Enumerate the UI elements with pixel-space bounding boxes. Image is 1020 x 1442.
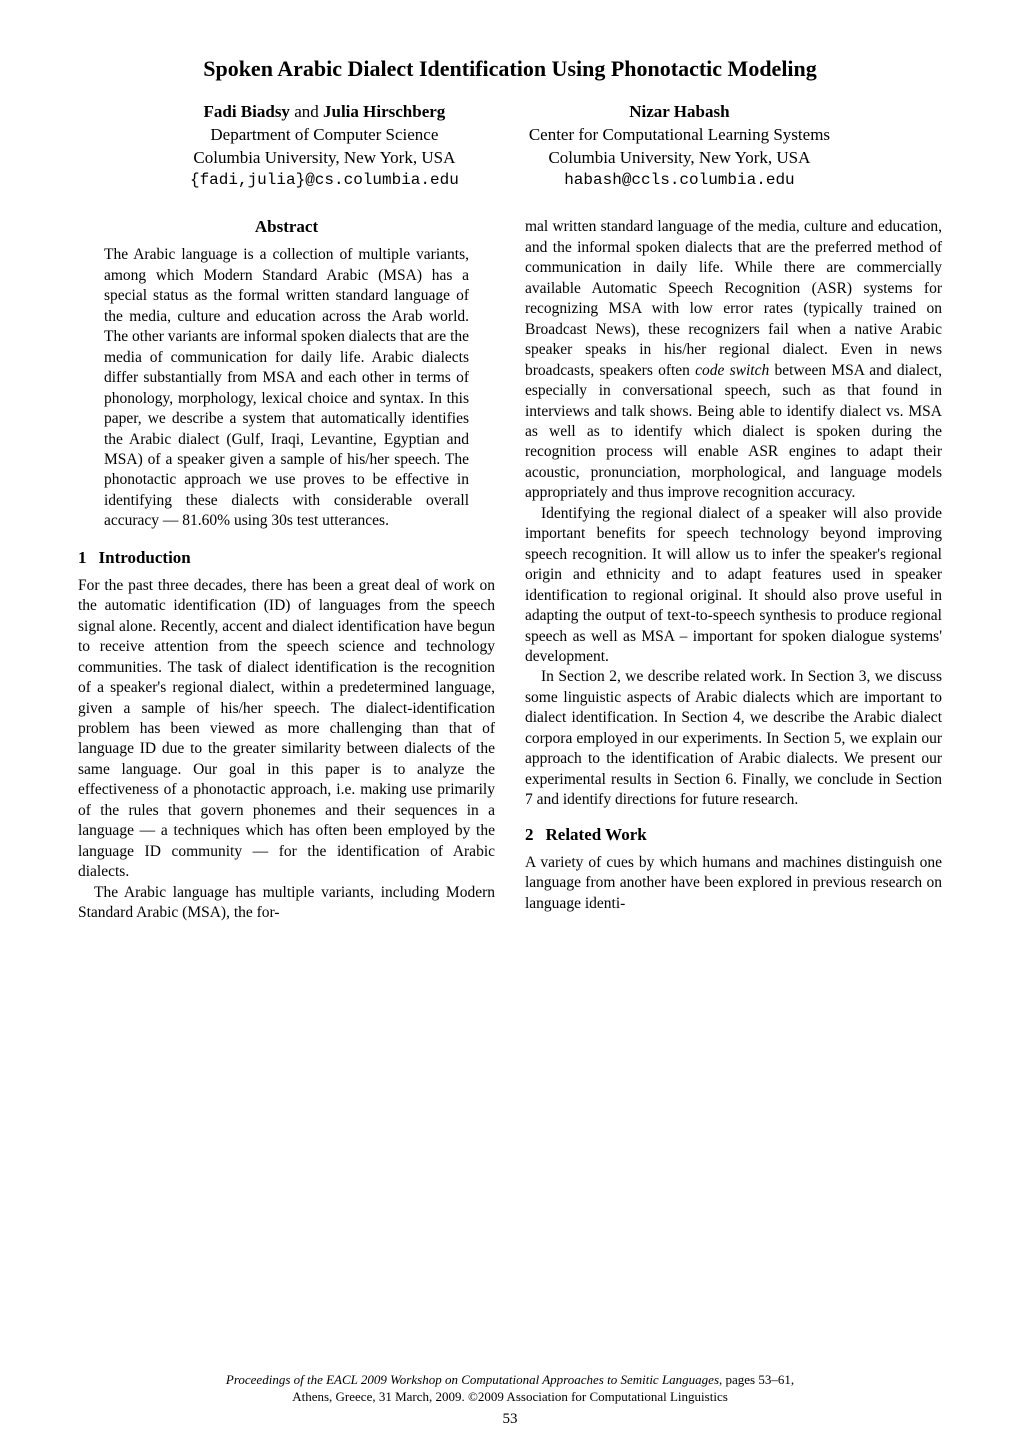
right-col-para-3: In Section 2, we describe related work. … (525, 667, 942, 810)
affiliation-left-2: Columbia University, New York, USA (190, 147, 459, 170)
section-2-heading: 2 Related Work (525, 825, 942, 845)
affiliation-left-1: Department of Computer Science (190, 124, 459, 147)
section-1-title: Introduction (99, 548, 191, 567)
section-1-heading: 1 Introduction (78, 548, 495, 568)
section-2-para-1: A variety of cues by which humans and ma… (525, 853, 942, 914)
email-right: habash@ccls.columbia.edu (529, 170, 830, 192)
rc-p1-tail: between MSA and dialect, especially in c… (525, 362, 942, 502)
two-column-layout: Abstract The Arabic language is a collec… (78, 217, 942, 923)
section-2-title: Related Work (546, 825, 647, 844)
author-block-right: Nizar Habash Center for Computational Le… (529, 102, 830, 191)
section-2-number: 2 (525, 825, 534, 845)
rc-p1-head: mal written standard language of the med… (525, 218, 942, 378)
paper-title: Spoken Arabic Dialect Identification Usi… (78, 56, 942, 82)
right-column: mal written standard language of the med… (525, 217, 942, 923)
section-1-number: 1 (78, 548, 87, 568)
authors-row: Fadi Biadsy and Julia Hirschberg Departm… (78, 102, 942, 191)
left-column: Abstract The Arabic language is a collec… (78, 217, 495, 923)
right-col-para-2: Identifying the regional dialect of a sp… (525, 504, 942, 668)
affiliation-right-2: Columbia University, New York, USA (529, 147, 830, 170)
footer-copyright: Athens, Greece, 31 March, 2009. ©2009 As… (292, 1389, 728, 1404)
affiliation-right-1: Center for Computational Learning System… (529, 124, 830, 147)
rc-p1-italic: code switch (695, 362, 769, 379)
page-number: 53 (0, 1411, 1020, 1428)
footer-pages: , pages 53–61, (719, 1372, 794, 1387)
right-col-para-1: mal written standard language of the med… (525, 217, 942, 503)
footer-proceedings: Proceedings of the EACL 2009 Workshop on… (226, 1372, 719, 1387)
author-names-left: Fadi Biadsy and Julia Hirschberg (190, 102, 459, 122)
author-block-left: Fadi Biadsy and Julia Hirschberg Departm… (190, 102, 459, 191)
email-left: {fadi,julia}@cs.columbia.edu (190, 170, 459, 192)
author-names-right: Nizar Habash (529, 102, 830, 122)
page-footer: Proceedings of the EACL 2009 Workshop on… (0, 1371, 1020, 1406)
section-1-para-2: The Arabic language has multiple variant… (78, 883, 495, 924)
abstract-heading: Abstract (78, 217, 495, 237)
section-1-para-1: For the past three decades, there has be… (78, 576, 495, 883)
abstract-body: The Arabic language is a collection of m… (104, 245, 469, 531)
